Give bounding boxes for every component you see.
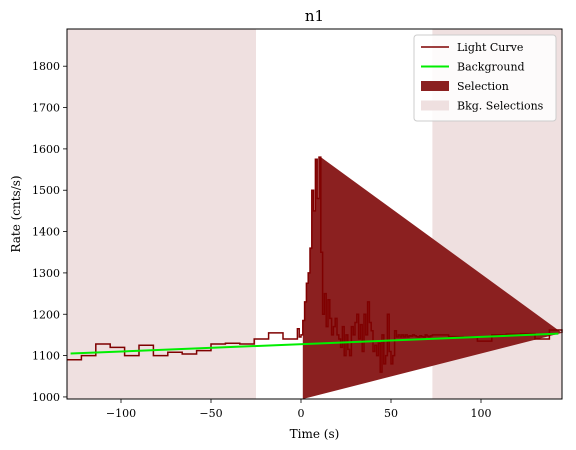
chart-title: n1 — [305, 7, 324, 25]
x-tick-label: 50 — [384, 407, 398, 420]
bkg-selection-band-0 — [67, 29, 256, 399]
x-tick-label: 0 — [298, 407, 305, 420]
x-tick-label: −100 — [106, 407, 136, 420]
legend: Light Curve Background Selection Bkg. Selec… — [413, 34, 557, 122]
light-curve-layer — [67, 156, 563, 373]
light-curve-line — [67, 156, 563, 373]
x-tick-label: 100 — [471, 407, 492, 420]
x-axis-ticks: −100 −50 0 50 100 — [106, 399, 492, 420]
y-tick-label: 1600 — [32, 143, 60, 156]
legend-swatch-patch — [421, 81, 449, 91]
y-tick-label: 1000 — [32, 391, 60, 404]
legend-label: Background — [457, 61, 525, 74]
y-tick-label: 1700 — [32, 102, 60, 115]
selection-layer — [302, 157, 562, 399]
y-tick-label: 1400 — [32, 226, 60, 239]
background-fit-line — [70, 332, 559, 355]
legend-label: Light Curve — [457, 41, 523, 54]
legend-swatch-patch — [421, 100, 449, 111]
y-axis-ticks: 1000 1100 1200 1300 1400 1500 1600 1700 1800 — [32, 60, 67, 404]
x-tick-label: −50 — [199, 407, 222, 420]
y-tick-label: 1500 — [32, 184, 60, 197]
legend-box — [413, 34, 557, 122]
legend-label: Selection — [457, 80, 509, 93]
plot-frame — [66, 28, 563, 400]
background-fit-layer — [70, 332, 559, 355]
legend-label: Bkg. Selections — [457, 100, 544, 113]
y-axis-label: Rate (cnts/s) — [9, 175, 23, 252]
y-tick-label: 1300 — [32, 267, 60, 280]
x-axis-label: Time (s) — [290, 427, 340, 441]
selection-fill — [302, 157, 562, 399]
y-tick-label: 1100 — [32, 350, 60, 363]
y-tick-label: 1200 — [32, 308, 60, 321]
y-tick-label: 1800 — [32, 60, 60, 73]
